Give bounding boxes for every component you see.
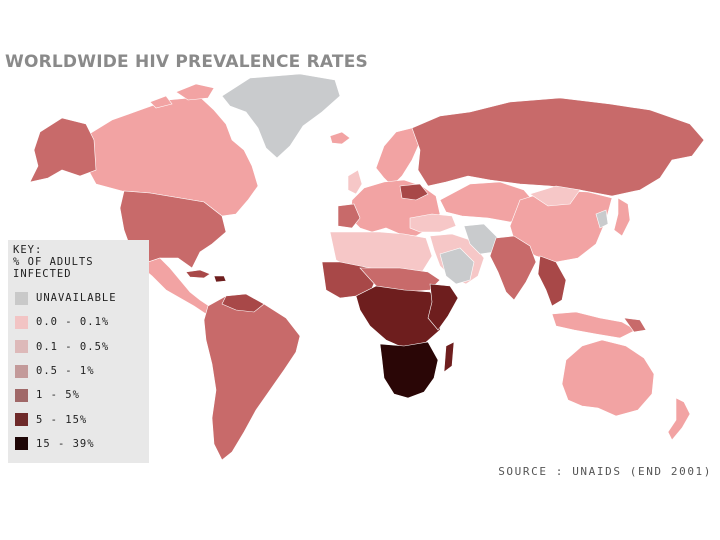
region-arabia — [439, 247, 475, 285]
legend-label: UNAVAILABLE — [36, 292, 117, 305]
legend-heading-2: % OF ADULTS — [13, 256, 94, 268]
legend-item-1-5: 1 - 5% — [13, 383, 144, 407]
region-iberia — [337, 203, 361, 229]
region-se-asia — [537, 255, 567, 307]
source-caption: SOURCE : UNAIDS (END 2001) — [498, 465, 712, 478]
legend-label: 1 - 5% — [36, 389, 80, 402]
region-ukraine — [399, 183, 429, 201]
region-australia — [561, 339, 655, 417]
region-scandinavia — [375, 127, 421, 187]
legend-swatch — [15, 388, 28, 402]
legend-swatch — [15, 413, 28, 427]
region-mongolia — [529, 185, 581, 207]
legend-item-15-39: 15 - 39% — [13, 432, 144, 456]
region-madagascar — [443, 341, 455, 373]
legend-heading-3: INFECTED — [13, 268, 72, 280]
legend-label: 0.5 - 1% — [36, 365, 95, 378]
region-iceland — [329, 131, 351, 145]
region-east-africa — [427, 283, 459, 331]
legend-label: 5 - 15% — [36, 413, 88, 426]
region-caribbean — [185, 269, 211, 279]
region-haiti — [213, 275, 227, 283]
region-central-africa — [355, 285, 445, 349]
region-south-america — [203, 293, 301, 461]
region-uk — [347, 169, 363, 195]
region-canada-islands — [149, 83, 215, 109]
region-southern-africa — [379, 341, 439, 399]
region-india — [489, 235, 537, 301]
legend-label: 0.0 - 0.1% — [36, 316, 110, 329]
region-greenland — [221, 73, 341, 159]
legend-item-5-15: 5 - 15% — [13, 407, 144, 431]
region-korea — [595, 209, 609, 229]
legend-key: KEY: % OF ADULTS INFECTED UNAVAILABLE 0.… — [8, 240, 149, 463]
legend-swatch — [15, 340, 28, 354]
region-alaska — [29, 117, 97, 183]
legend-item-unavailable: UNAVAILABLE — [13, 286, 144, 310]
region-venezuela — [221, 293, 265, 313]
legend-swatch — [15, 364, 28, 378]
region-indonesia — [551, 311, 637, 339]
legend-swatch — [15, 291, 28, 305]
legend-swatch — [15, 437, 28, 451]
legend-item-0.5-1: 0.5 - 1% — [13, 359, 144, 383]
legend-item-0.1-0.5: 0.1 - 0.5% — [13, 335, 144, 359]
legend-label: 15 - 39% — [36, 437, 95, 450]
legend-label: 0.1 - 0.5% — [36, 340, 110, 353]
region-png — [623, 317, 647, 333]
map-title: WORLDWIDE HIV PREVALENCE RATES — [5, 52, 368, 72]
region-japan — [613, 197, 631, 237]
legend-swatch — [15, 315, 28, 329]
region-turkey — [409, 213, 457, 233]
region-russia — [411, 97, 705, 197]
legend-item-0-0.1: 0.0 - 0.1% — [13, 310, 144, 334]
region-new-zealand — [667, 397, 691, 441]
legend-heading-1: KEY: — [13, 244, 43, 256]
